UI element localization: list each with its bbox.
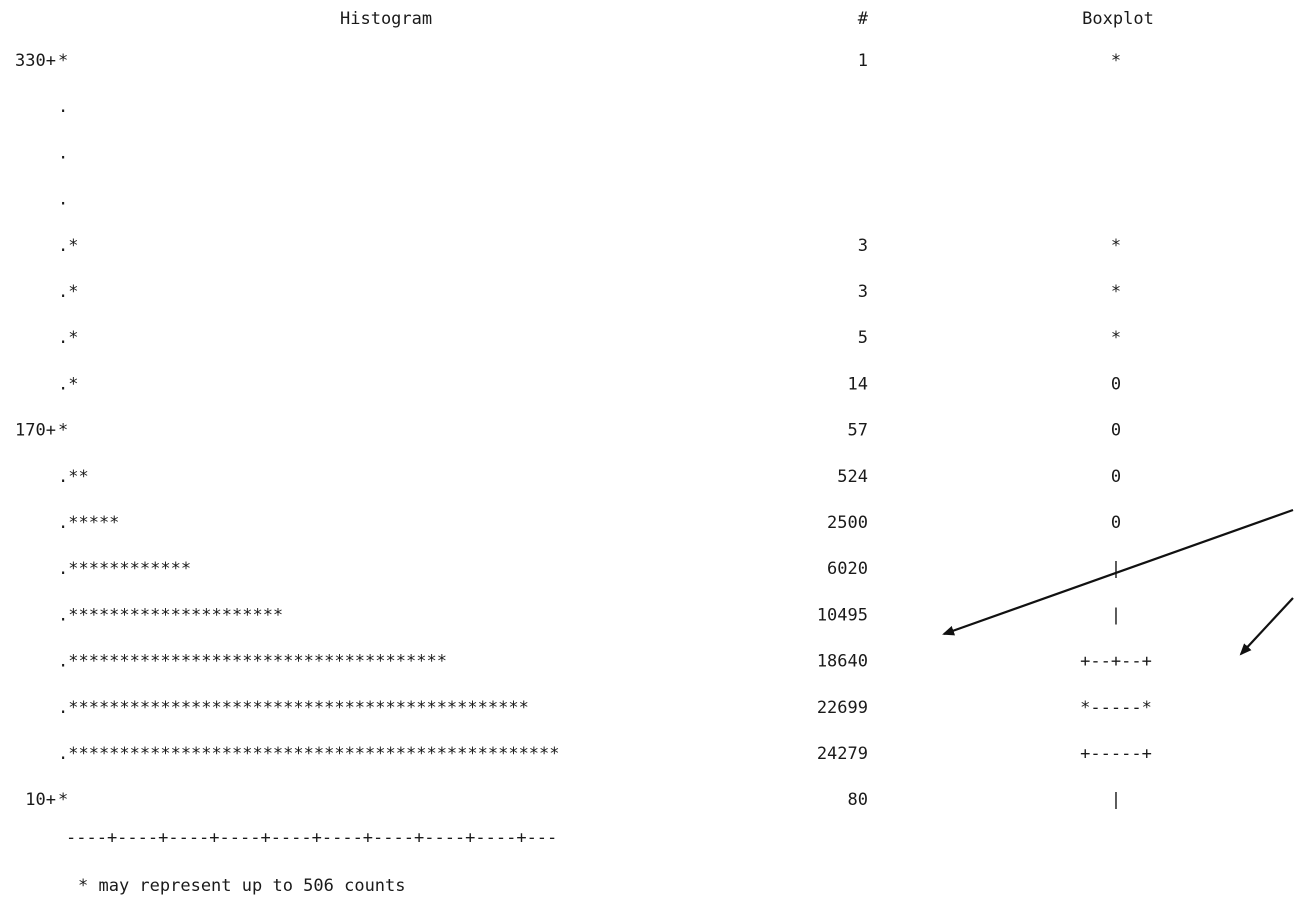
histogram-bar: .************************************* xyxy=(58,652,447,672)
histogram-axis-label: 170+ xyxy=(15,421,56,441)
histogram-count: 14 xyxy=(848,374,868,394)
boxplot-mark: 0 xyxy=(1111,374,1121,394)
histogram-bar: .***************************************… xyxy=(58,744,560,764)
boxplot-mark: | xyxy=(1111,559,1121,579)
histogram-count: 24279 xyxy=(817,744,868,764)
histogram-bar: .** xyxy=(58,467,89,487)
boxplot-mark: *-----* xyxy=(1080,698,1152,718)
histogram-count: 18640 xyxy=(817,652,868,672)
annotation-arrow-right xyxy=(1239,597,1294,656)
boxplot-mark: 0 xyxy=(1111,467,1121,487)
boxplot-mark: * xyxy=(1111,236,1121,256)
histogram-count: 10495 xyxy=(817,605,868,625)
boxplot-mark: | xyxy=(1111,790,1121,810)
boxplot-mark: +--+--+ xyxy=(1080,652,1152,672)
histogram-count: 6020 xyxy=(827,559,868,579)
boxplot-mark: 0 xyxy=(1111,513,1121,533)
histogram-bar: .***************************************… xyxy=(58,698,529,718)
histogram-count: 57 xyxy=(848,421,868,441)
histogram-bar: .* xyxy=(58,374,78,394)
boxplot-mark: * xyxy=(1111,282,1121,302)
boxplot-mark: * xyxy=(1111,328,1121,348)
histogram-bar: .* xyxy=(58,328,78,348)
boxplot-title: Boxplot xyxy=(1082,9,1154,29)
histogram-bar: . xyxy=(58,190,68,210)
histogram-bar: * xyxy=(58,51,68,71)
annotation-arrow-left xyxy=(942,508,1294,636)
histogram-axis-label: 330+ xyxy=(15,51,56,71)
histogram-count: 524 xyxy=(837,467,868,487)
histogram-count: 3 xyxy=(858,282,868,302)
histogram-bar: .***** xyxy=(58,513,119,533)
histogram-bar: .********************* xyxy=(58,605,283,625)
histogram-count: 22699 xyxy=(817,698,868,718)
histogram-bar: . xyxy=(58,143,68,163)
histogram-axis-label: 10+ xyxy=(25,790,56,810)
histogram-bar: .************ xyxy=(58,559,191,579)
histogram-scale-ticks: ----+----+----+----+----+----+----+----+… xyxy=(66,828,557,848)
boxplot-mark: * xyxy=(1111,51,1121,71)
histogram-title: Histogram xyxy=(340,9,432,29)
histogram-bar: * xyxy=(58,790,68,810)
histogram-count: 5 xyxy=(858,328,868,348)
histogram-count: 3 xyxy=(858,236,868,256)
histogram-count: 2500 xyxy=(827,513,868,533)
histogram-bar: .* xyxy=(58,282,78,302)
histogram-count: 80 xyxy=(848,790,868,810)
boxplot-mark: +-----+ xyxy=(1080,744,1152,764)
histogram-footnote: * may represent up to 506 counts xyxy=(78,876,406,896)
boxplot-mark: 0 xyxy=(1111,421,1121,441)
histogram-bar: * xyxy=(58,421,68,441)
boxplot-mark: | xyxy=(1111,605,1121,625)
histogram-bar: .* xyxy=(58,236,78,256)
histogram-bar: . xyxy=(58,97,68,117)
count-column-header: # xyxy=(858,9,869,29)
histogram-count: 1 xyxy=(858,51,868,71)
